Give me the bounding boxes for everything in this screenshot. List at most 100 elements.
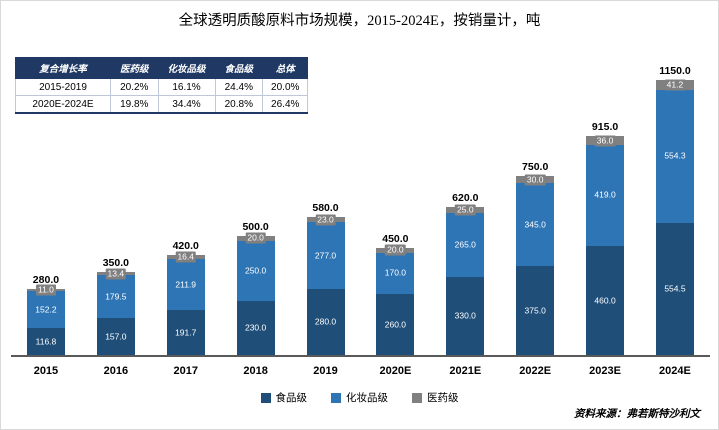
bar-segment: 191.7 xyxy=(166,310,205,356)
x-axis-label: 2017 xyxy=(173,365,198,377)
bar-column: 420.0 191.7 211.9 16.4 2017 xyxy=(151,57,221,377)
bar-segment: 250.0 xyxy=(236,240,275,301)
bar-segment: 554.3 xyxy=(655,89,694,223)
cagr-table-body: 2015-2019 20.2% 16.1% 24.4% 20.0% 2020E-2024E… xyxy=(15,78,309,114)
segment-value-label: 23.0 xyxy=(315,214,336,226)
bar-total-label: 350.0 xyxy=(102,257,129,270)
legend-label: 食品级 xyxy=(275,392,308,404)
x-axis-line xyxy=(11,355,710,357)
table-cell: 2020E-2024E xyxy=(15,95,111,114)
chart-title: 全球透明质酸原料市场规模，2015-2024E，按销量计，吨 xyxy=(178,13,541,29)
legend-label: 化妆品级 xyxy=(346,392,388,404)
bar-segment: 20.0 xyxy=(376,244,415,256)
bar-segment: 20.0 xyxy=(236,232,275,244)
legend-swatch xyxy=(260,392,271,403)
table-header-cell: 化妆品级 xyxy=(157,57,216,79)
bar-total-label: 750.0 xyxy=(522,161,549,174)
source-note: 资料来源：弗若斯特沙利文 xyxy=(574,409,700,420)
cagr-table: 复合增长率 医药级 化妆品级 食品级 总体 2015-2019 20.2% 16.1% 24.… xyxy=(15,57,309,114)
bar-total-label: 915.0 xyxy=(591,121,619,134)
table-row: 2015-2019 20.2% 16.1% 24.4% 20.0% xyxy=(15,78,309,96)
segment-value-label: 170.0 xyxy=(382,267,409,279)
legend-swatch xyxy=(412,392,422,403)
x-axis-label: 2023E xyxy=(589,365,621,377)
segment-value-label: 330.0 xyxy=(452,310,478,322)
table-cell: 20.0% xyxy=(262,78,309,96)
bar-total-label: 450.0 xyxy=(382,233,409,246)
bar-column: 280.0 116.8 152.2 11.0 2015 xyxy=(11,57,81,377)
table-cell: 16.1% xyxy=(157,78,216,96)
table-cell: 2015-2019 xyxy=(15,78,111,96)
segment-value-label: 265.0 xyxy=(452,239,478,251)
segment-value-label: 20.0 xyxy=(385,244,406,256)
segment-value-label: 211.9 xyxy=(173,279,199,291)
segment-value-label: 280.0 xyxy=(312,316,339,328)
table-cell: 26.4% xyxy=(262,95,309,114)
segment-value-label: 419.0 xyxy=(592,189,618,201)
bar-column: 915.0 460.0 419.0 36.0 2023E xyxy=(570,57,640,377)
segment-value-label: 460.0 xyxy=(592,295,618,307)
segment-value-label: 191.7 xyxy=(173,327,199,339)
legend: 食品级 化妆品级 医药级 xyxy=(1,390,718,405)
bar-stack: 157.0 179.5 13.4 xyxy=(96,268,135,356)
table-cell: 24.4% xyxy=(214,78,264,96)
bar-segment: 170.0 xyxy=(376,252,415,294)
bar-total-label: 620.0 xyxy=(452,192,479,205)
segment-value-label: 20.0 xyxy=(245,232,266,244)
bar-segment: 23.0 xyxy=(306,214,345,226)
table-row: 2020E-2024E 19.8% 34.4% 20.8% 26.4% xyxy=(15,95,309,114)
bar-stack: 230.0 250.0 20.0 xyxy=(236,232,275,356)
bar-stack: 116.8 152.2 11.0 xyxy=(26,284,65,356)
table-cell: 19.8% xyxy=(110,95,159,114)
bar-segment: 36.0 xyxy=(586,135,625,147)
bar-segment: 280.0 xyxy=(306,288,345,356)
segment-value-label: 116.8 xyxy=(33,336,59,348)
bar-stack: 191.7 211.9 16.4 xyxy=(166,251,205,356)
segment-value-label: 375.0 xyxy=(522,305,548,317)
bar-stack: 260.0 170.0 20.0 xyxy=(376,244,415,356)
segment-value-label: 157.0 xyxy=(103,331,129,343)
bar-segment: 345.0 xyxy=(516,183,555,266)
bar-column: 1150.0 554.5 554.3 41.2 2024E xyxy=(640,57,710,377)
table-header-cell: 总体 xyxy=(262,57,309,79)
bar-column: 350.0 157.0 179.5 13.4 2016 xyxy=(81,57,151,377)
bar-column: 450.0 260.0 170.0 20.0 2020E xyxy=(360,57,430,377)
segment-value-label: 179.5 xyxy=(103,291,129,303)
segment-value-label: 25.0 xyxy=(455,204,476,216)
bar-segment: 11.0 xyxy=(26,284,65,296)
bars-container: 280.0 116.8 152.2 11.0 2015 350.0 157.0 179.5 13… xyxy=(11,57,710,377)
bar-segment: 277.0 xyxy=(306,222,345,289)
x-axis-label: 2019 xyxy=(313,365,338,377)
bar-segment: 419.0 xyxy=(586,145,625,246)
table-cell: 20.2% xyxy=(110,78,159,96)
bar-total-label: 580.0 xyxy=(312,201,339,214)
bar-segment: 260.0 xyxy=(376,293,415,356)
table-header-cell: 复合增长率 xyxy=(15,57,111,79)
bar-stack: 330.0 265.0 25.0 xyxy=(446,204,485,356)
segment-value-label: 16.4 xyxy=(175,251,196,263)
segment-value-label: 277.0 xyxy=(312,250,339,262)
legend-item: 食品级 xyxy=(260,390,308,405)
legend-item: 化妆品级 xyxy=(331,390,388,405)
bar-segment: 157.0 xyxy=(96,318,135,356)
bar-segment: 13.4 xyxy=(96,268,135,280)
x-axis-label: 2018 xyxy=(243,365,268,377)
x-axis-label: 2024E xyxy=(659,365,691,377)
segment-value-label: 554.5 xyxy=(662,283,688,295)
bar-segment: 265.0 xyxy=(446,213,485,277)
bar-segment: 460.0 xyxy=(586,245,625,356)
bar-total-label: 500.0 xyxy=(242,221,269,234)
segment-value-label: 30.0 xyxy=(524,174,546,186)
bar-segment: 30.0 xyxy=(516,174,555,186)
x-axis-label: 2022E xyxy=(519,365,552,377)
plot-area: 280.0 116.8 152.2 11.0 2015 350.0 157.0 179.5 13… xyxy=(11,57,710,377)
segment-value-label: 13.4 xyxy=(105,268,127,280)
bar-column: 500.0 230.0 250.0 20.0 2018 xyxy=(221,57,291,377)
segment-value-label: 36.0 xyxy=(594,135,616,147)
table-header-cell: 医药级 xyxy=(110,57,159,79)
table-cell: 20.8% xyxy=(214,95,264,114)
bar-segment: 152.2 xyxy=(26,291,65,328)
x-axis-label: 2016 xyxy=(103,365,129,377)
segment-value-label: 554.3 xyxy=(662,150,688,162)
